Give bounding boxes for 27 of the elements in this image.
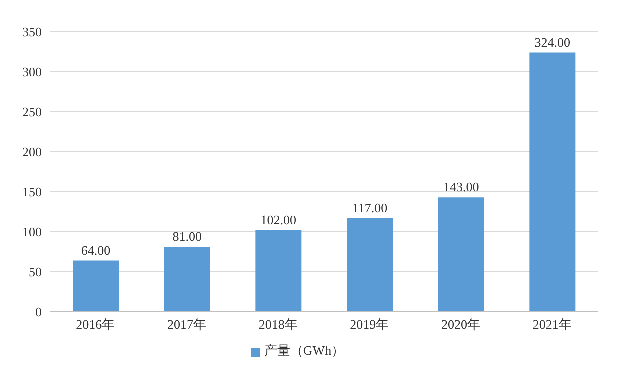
x-tick-label: 2021年: [532, 317, 572, 332]
y-tick-label: 50: [29, 264, 42, 280]
x-tick-label: 2017年: [168, 317, 206, 332]
y-tick-label: 150: [22, 184, 42, 200]
x-tick-label: 2019年: [350, 317, 390, 332]
legend-label: 产量（GWh）: [264, 343, 345, 358]
bar: [256, 230, 302, 312]
x-tick-label: 2016年: [76, 317, 116, 332]
data-label: 102.00: [260, 212, 297, 228]
data-label: 81.00: [172, 229, 202, 244]
y-tick-label: 100: [22, 224, 42, 240]
y-tick-label: 200: [22, 144, 42, 160]
y-tick-label: 0: [36, 304, 42, 320]
data-label: 117.00: [352, 200, 388, 216]
bar: [438, 198, 484, 312]
bar: [347, 218, 393, 312]
data-label: 64.00: [81, 242, 111, 258]
bar: [530, 52, 576, 312]
data-label: 143.00: [443, 180, 480, 195]
x-tick-label: 2020年: [442, 317, 480, 332]
x-tick-label: 2018年: [258, 317, 298, 332]
bar: [73, 260, 119, 312]
y-tick-label: 300: [22, 64, 42, 80]
data-label: 324.00: [534, 34, 571, 50]
bar: [164, 247, 210, 312]
y-tick-label: 350: [22, 24, 42, 40]
y-tick-label: 250: [22, 104, 42, 120]
